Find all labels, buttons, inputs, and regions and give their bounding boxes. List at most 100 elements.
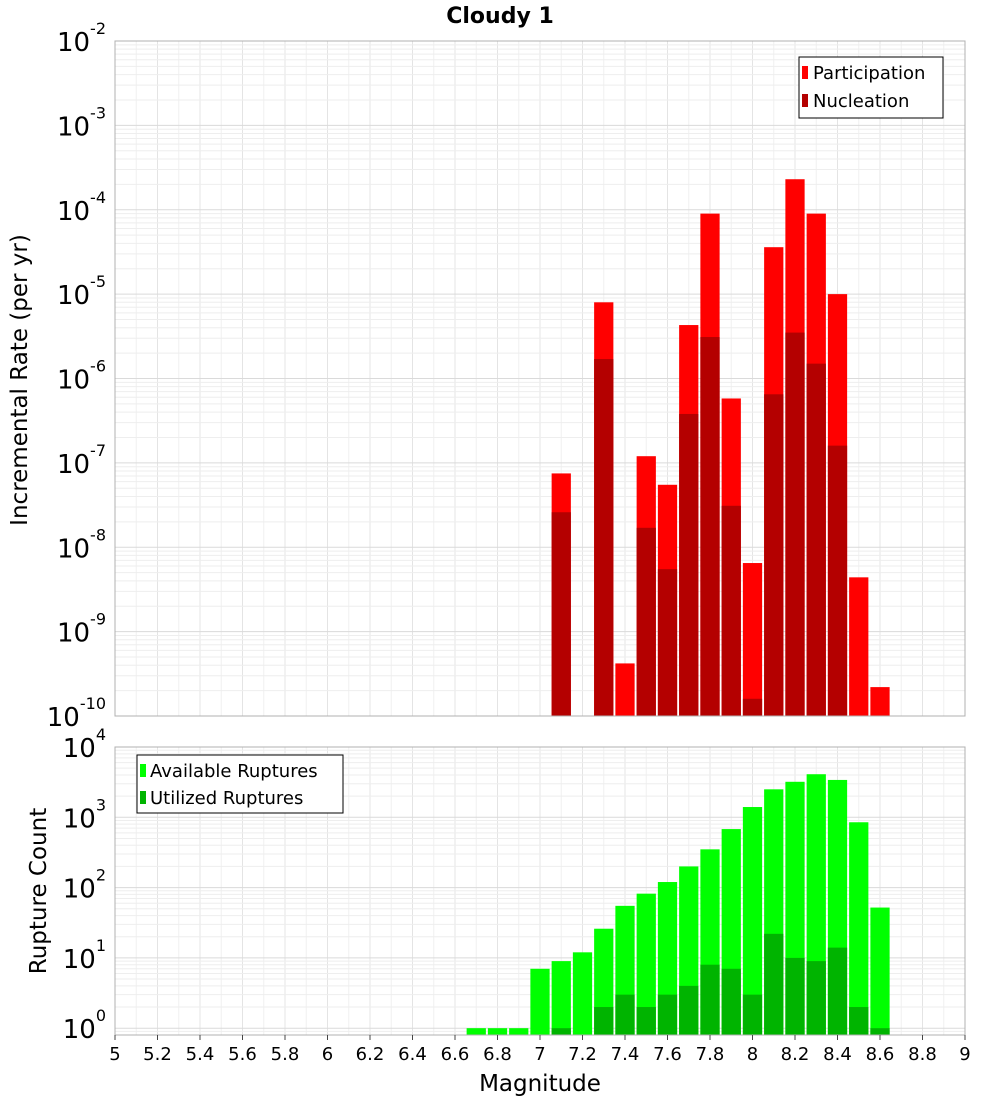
bar-available-ruptures	[466, 1028, 486, 1035]
chart-title: Cloudy 1	[446, 4, 554, 29]
bar-overlay-nucleation	[679, 413, 699, 716]
count-panel: 104 103 102 101 100 5 5.2 5.4 5.6 5.8 6 6.2 6.4 6.6 6…	[26, 725, 971, 1097]
bar-overlay-nucleation	[742, 698, 763, 716]
bar-overlay-utilized-ruptures	[636, 1007, 656, 1035]
x-tick-label: 5.6	[228, 1044, 257, 1065]
x-tick-label: 9	[959, 1044, 970, 1065]
bar-overlay-nucleation	[721, 505, 741, 716]
rate-panel: 10-2 10-3 10-4 10-5 10-6 10-7 10-8 10-9 10-10 In…	[7, 19, 966, 733]
x-tick-label: 7.4	[611, 1044, 640, 1065]
rate-y-tick-label: 10-7	[57, 441, 106, 480]
bar-available-ruptures	[551, 961, 571, 1035]
bar-overlay-utilized-ruptures	[721, 968, 741, 1035]
bar-available-ruptures	[487, 1028, 508, 1035]
x-tick-label: 6.4	[398, 1044, 427, 1065]
bar-participation	[615, 663, 635, 716]
rate-y-tick-label: 10-10	[47, 694, 106, 733]
x-tick-label: 7.2	[568, 1044, 597, 1065]
rate-bars	[551, 179, 890, 717]
x-tick-label: 7.8	[696, 1044, 725, 1065]
bar-overlay-utilized-ruptures	[785, 957, 805, 1035]
bar-overlay-nucleation	[594, 359, 614, 716]
bar-overlay-nucleation	[551, 512, 571, 716]
nucleation-legend-swatch	[802, 94, 808, 107]
count-y-tick-label: 100	[63, 1006, 106, 1045]
bar-overlay-utilized-ruptures	[679, 985, 699, 1035]
rate-y-tick-label: 10-9	[57, 610, 106, 649]
participation-legend-swatch	[802, 66, 808, 79]
x-tick-label: 5	[109, 1044, 120, 1065]
count-y-tick-label: 101	[63, 936, 106, 975]
bar-overlay-utilized-ruptures	[849, 1007, 869, 1035]
magnitude-x-axis-label: Magnitude	[479, 1071, 601, 1097]
bar-overlay-nucleation	[657, 569, 678, 716]
x-tick-label: 5.8	[271, 1044, 300, 1065]
rate-y-tick-label: 10-5	[57, 272, 106, 311]
bar-available-ruptures	[870, 907, 890, 1035]
bar-participation	[870, 687, 890, 716]
x-tick-label: 7	[534, 1044, 545, 1065]
count-y-axis-label: Rupture Count	[26, 808, 52, 974]
x-tick-label: 6.2	[356, 1044, 385, 1065]
rate-legend[interactable]: Participation Nucleation	[798, 56, 944, 119]
bar-overlay-utilized-ruptures	[700, 964, 720, 1035]
bar-overlay-utilized-ruptures	[594, 1007, 614, 1035]
rate-y-tick-label: 10-2	[57, 19, 106, 58]
count-bars	[466, 774, 890, 1035]
rate-y-ticks: 10-2 10-3 10-4 10-5 10-6 10-7 10-8 10-9 10-10	[47, 19, 106, 733]
count-legend[interactable]: Available Ruptures Utilized Ruptures	[136, 754, 344, 814]
count-y-tick-label: 104	[63, 725, 106, 764]
count-y-tick-label: 102	[63, 866, 106, 905]
bar-overlay-utilized-ruptures	[742, 994, 763, 1035]
bar-available-ruptures	[849, 822, 869, 1035]
rate-y-tick-label: 10-4	[57, 188, 106, 227]
x-tick-label: 8.2	[781, 1044, 810, 1065]
rate-legend-box	[798, 56, 944, 119]
bar-participation	[849, 577, 869, 716]
bar-overlay-nucleation	[827, 445, 848, 716]
x-tick-label: 8.4	[823, 1044, 852, 1065]
bar-overlay-utilized-ruptures	[827, 947, 848, 1035]
x-tick-label: 5.2	[143, 1044, 172, 1065]
nucleation-legend-label: Nucleation	[813, 91, 909, 112]
available-legend-label: Available Ruptures	[150, 761, 318, 782]
x-tick-label: 7.6	[653, 1044, 682, 1065]
x-tick-label: 8.8	[908, 1044, 937, 1065]
x-tick-label: 8	[747, 1044, 758, 1065]
bar-participation	[742, 563, 763, 716]
x-tick-label: 6.6	[441, 1044, 470, 1065]
bar-available-ruptures	[572, 952, 593, 1035]
x-tick-label: 6	[322, 1044, 333, 1065]
utilized-legend-swatch	[140, 791, 146, 804]
rate-y-tick-label: 10-8	[57, 525, 106, 564]
bar-available-ruptures	[530, 968, 550, 1035]
bar-overlay-utilized-ruptures	[657, 994, 678, 1035]
bar-overlay-utilized-ruptures	[615, 994, 635, 1035]
x-tick-label: 5.4	[186, 1044, 215, 1065]
bar-overlay-nucleation	[785, 332, 805, 716]
bar-overlay-utilized-ruptures	[806, 961, 826, 1035]
participation-legend-label: Participation	[813, 63, 925, 84]
bar-overlay-nucleation	[700, 337, 720, 716]
bar-overlay-nucleation	[636, 527, 656, 716]
bar-available-ruptures	[509, 1028, 529, 1035]
rate-y-tick-label: 10-6	[57, 357, 106, 396]
x-tick-label: 8.6	[866, 1044, 895, 1065]
count-y-tick-label: 103	[63, 795, 106, 834]
bar-overlay-utilized-ruptures	[551, 1028, 571, 1035]
bar-available-ruptures	[636, 893, 656, 1035]
available-legend-swatch	[140, 764, 146, 777]
utilized-legend-label: Utilized Ruptures	[150, 788, 303, 809]
bar-overlay-utilized-ruptures	[764, 933, 784, 1035]
x-tick-label: 6.8	[483, 1044, 512, 1065]
count-y-ticks: 104 103 102 101 100	[63, 725, 106, 1045]
bar-overlay-nucleation	[764, 394, 784, 716]
rate-plot-border	[114, 40, 966, 717]
magnitude-x-ticks: 5 5.2 5.4 5.6 5.8 6 6.2 6.4 6.6 6.8 7 7.2 7.4 7.6 7.8 8…	[109, 1035, 971, 1065]
rate-y-tick-label: 10-3	[57, 103, 106, 142]
bar-available-ruptures	[742, 807, 763, 1035]
rate-y-axis-label: Incremental Rate (per yr)	[7, 234, 33, 526]
bar-overlay-nucleation	[806, 363, 826, 716]
bar-overlay-utilized-ruptures	[870, 1028, 890, 1035]
